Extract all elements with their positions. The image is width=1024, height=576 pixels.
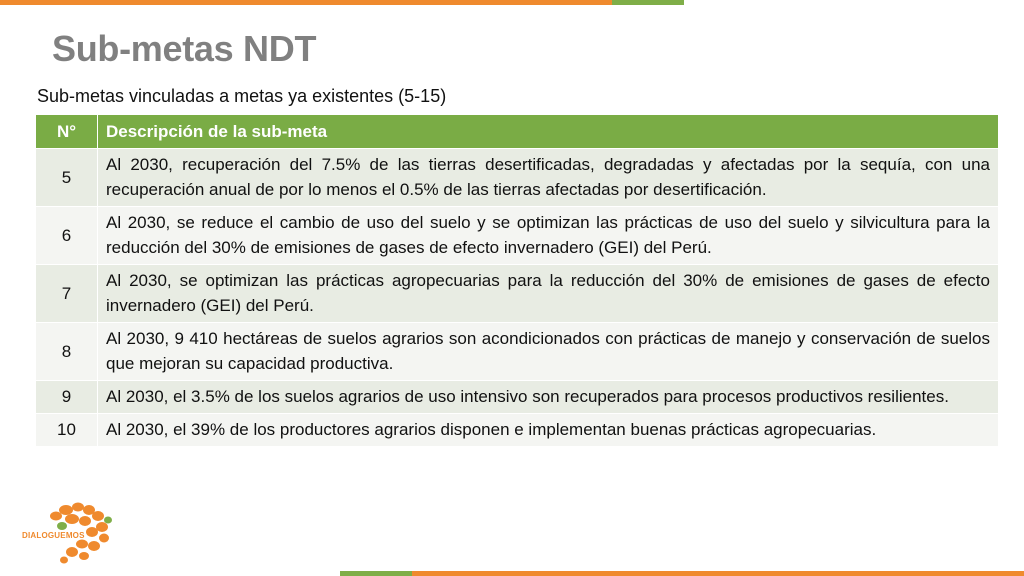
bottom-accent-bar-green bbox=[340, 571, 412, 576]
table-header-row: N° Descripción de la sub-meta bbox=[35, 114, 999, 149]
row-description: Al 2030, se optimizan las prácticas agro… bbox=[97, 264, 999, 323]
table-row: 7 Al 2030, se optimizan las prácticas ag… bbox=[35, 264, 999, 323]
row-description: Al 2030, recuperación del 7.5% de las ti… bbox=[97, 148, 999, 207]
table-row: 10 Al 2030, el 39% de los productores ag… bbox=[35, 413, 999, 447]
row-number: 9 bbox=[35, 380, 98, 414]
row-number: 8 bbox=[35, 322, 98, 381]
row-description: Al 2030, se reduce el cambio de uso del … bbox=[97, 206, 999, 265]
row-description: Al 2030, el 39% de los productores agrar… bbox=[97, 413, 999, 447]
slide-title: Sub-metas NDT bbox=[52, 28, 317, 69]
slide-subtitle: Sub-metas vinculadas a metas ya existent… bbox=[37, 86, 447, 106]
row-number: 5 bbox=[35, 148, 98, 207]
row-number: 10 bbox=[35, 413, 98, 447]
table-row: 9 Al 2030, el 3.5% de los suelos agrario… bbox=[35, 380, 999, 414]
top-accent-bar-orange bbox=[0, 0, 612, 5]
header-description: Descripción de la sub-meta bbox=[97, 114, 999, 149]
table-row: 5 Al 2030, recuperación del 7.5% de las … bbox=[35, 148, 999, 207]
dialoguemos-logo: DIALOGUEMOS bbox=[22, 500, 114, 566]
logo-text: DIALOGUEMOS bbox=[22, 531, 85, 540]
row-number: 6 bbox=[35, 206, 98, 265]
row-description: Al 2030, el 3.5% de los suelos agrarios … bbox=[97, 380, 999, 414]
row-number: 7 bbox=[35, 264, 98, 323]
table-row: 8 Al 2030, 9 410 hectáreas de suelos agr… bbox=[35, 322, 999, 381]
header-number: N° bbox=[35, 114, 98, 149]
table-row: 6 Al 2030, se reduce el cambio de uso de… bbox=[35, 206, 999, 265]
speech-bubbles-icon bbox=[50, 502, 112, 564]
sub-goals-table: N° Descripción de la sub-meta 5 Al 2030,… bbox=[35, 114, 999, 447]
top-accent-bar-green bbox=[612, 0, 684, 5]
bottom-accent-bar-orange bbox=[412, 571, 1024, 576]
row-description: Al 2030, 9 410 hectáreas de suelos agrar… bbox=[97, 322, 999, 381]
